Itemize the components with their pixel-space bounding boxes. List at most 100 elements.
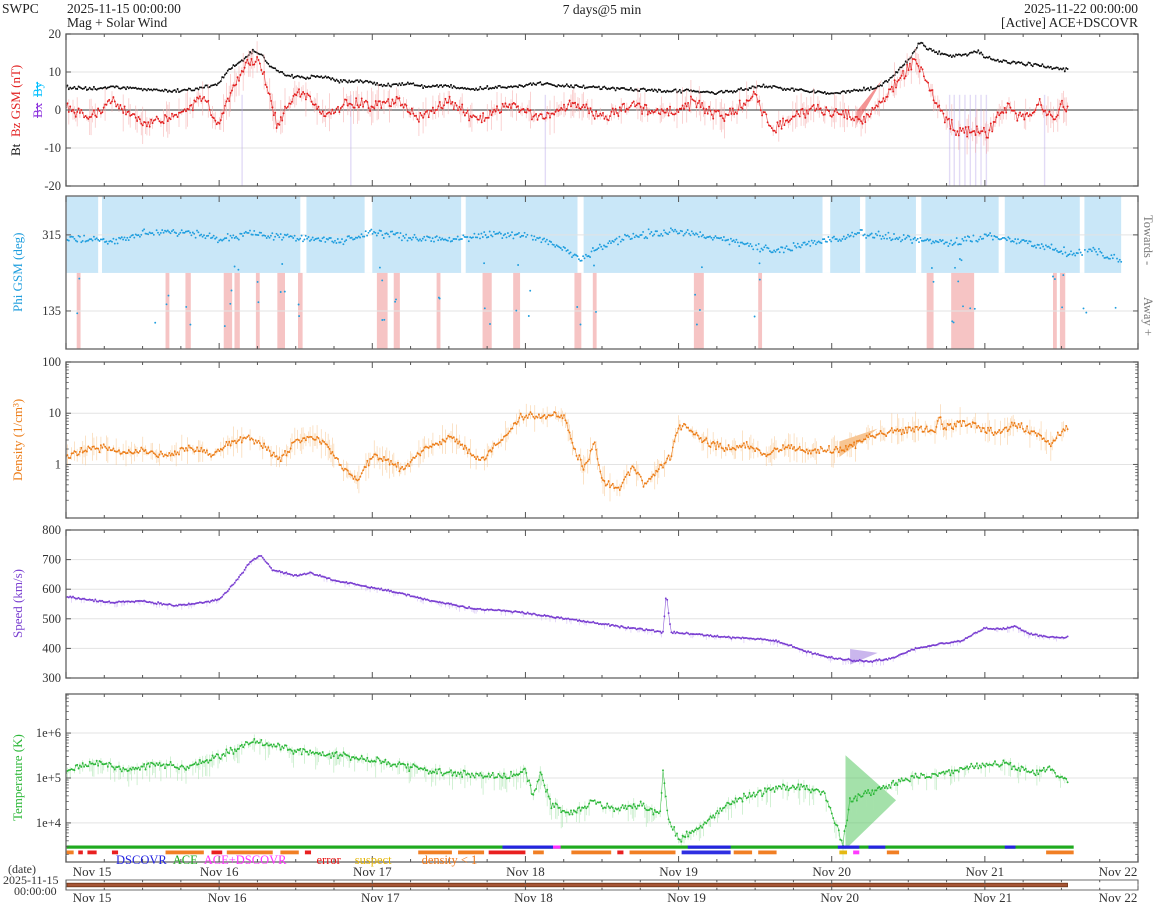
axis-label-part (30, 97, 46, 104)
date-label-row2: Nov 18 (514, 890, 553, 905)
axis-label-phi-right-bottom: Away + (1140, 284, 1155, 348)
legend-item-dscovr: DSCOVR (116, 853, 167, 867)
y-tick-label: 400 (42, 641, 61, 655)
legend-item-suspect: suspect (354, 853, 392, 867)
date-label-row2: Nov 22 (1098, 890, 1138, 905)
source-strip-ace (66, 845, 1074, 849)
axis-label-mag-col2: Bx By (30, 40, 46, 160)
panel-density: 100 10 1 (42, 355, 1139, 519)
panel-phi: 315 135 (42, 195, 1139, 350)
source-strip-dscovr (868, 845, 886, 849)
end-datetime: 2025-11-22 00:00:00 (1024, 1, 1138, 16)
y-tick-label: 0 (55, 103, 61, 117)
quality-strip-segment (629, 850, 676, 855)
quality-strip-segment (66, 850, 74, 855)
date-label-row2: Nov 17 (360, 890, 400, 905)
date-label-row1: Nov 22 (1098, 864, 1138, 879)
quality-strip-segment (533, 850, 544, 855)
y-tick-label: 1e+6 (36, 726, 61, 740)
date-strip-bar (66, 882, 1068, 888)
data-quality-legend: DSCOVR ACE ACE+DSCOVR error suspect density <… (116, 853, 477, 868)
y-tick-label: 1 (55, 457, 61, 471)
source-strip-dscovr (502, 845, 553, 849)
legend-item-error: error (316, 853, 341, 867)
legend-item-ace: ACE (172, 853, 198, 867)
date-label-row1: Nov 15 (72, 864, 112, 879)
axis-label-part: Density (1/cm³) (10, 398, 25, 482)
quality-strip-segment (853, 850, 860, 855)
y-tick-label: 500 (42, 612, 61, 626)
quality-strip-segment (87, 850, 97, 855)
axis-label-speed: Speed (km/s) (10, 530, 26, 678)
date-label-row1: Nov 17 (352, 864, 392, 879)
y-tick-label: 300 (42, 671, 61, 685)
axis-label-part: Bx (30, 103, 45, 119)
y-tick-label: 100 (42, 355, 61, 369)
legend-item-ace-dscovr: ACE+DSCOVR (203, 853, 287, 867)
axis-label-part: Speed (km/s) (10, 569, 25, 639)
date-label-row1: Nov 18 (506, 864, 545, 879)
y-tick-label: 135 (42, 304, 61, 318)
plot-title: Mag + Solar Wind (67, 15, 168, 30)
y-tick-label: 700 (42, 553, 61, 567)
y-tick-label: -10 (44, 141, 61, 155)
quality-strip-segment (839, 850, 848, 855)
date-axis-caption: (date) (8, 862, 36, 876)
axis-label-part: Bt (8, 136, 23, 156)
quality-strip-segment (488, 850, 526, 855)
start-date-footer: 2025-11-15 (3, 873, 59, 887)
y-tick-label: 315 (42, 228, 61, 242)
source-strip-dscovr (687, 845, 731, 849)
quality-strip-segment (111, 850, 119, 855)
quality-strip-segment (165, 850, 204, 855)
y-tick-label: 800 (42, 523, 61, 537)
start-datetime: 2025-11-15 00:00:00 (67, 1, 181, 16)
y-tick-label: 1e+5 (36, 771, 61, 785)
phi-away-dots (76, 258, 1065, 328)
date-label-row2: Nov 20 (820, 890, 860, 905)
quality-strip-segment (458, 850, 485, 855)
quality-strip-segment (571, 850, 612, 855)
data-gap-wedge (845, 755, 897, 850)
panel-speed: 800 700 600 500 400 300 (42, 523, 1139, 685)
axis-label-part: Bz GSM (nT) (8, 64, 23, 137)
cadence-label: 7 days@5 min (562, 2, 642, 17)
y-tick-label: 10 (49, 406, 62, 420)
axis-label-part: Phi GSM (deg) (10, 232, 25, 313)
axis-label-phi: Phi GSM (deg) (10, 196, 26, 349)
source-strip-dscovr (837, 845, 860, 849)
axis-label-temp: Temperature (K) (10, 694, 26, 862)
data-gap-wedge (856, 79, 883, 126)
quality-strip-segment (78, 850, 83, 855)
quality-strip-segment (886, 850, 900, 855)
date-label-row2: Nov 21 (973, 890, 1013, 905)
temperature-error-band (66, 734, 1066, 861)
date-label-row1: Nov 21 (965, 864, 1005, 879)
data-source: [Active] ACE+DSCOVR (1001, 15, 1138, 30)
axis-label-mag-col1: Bt Bz GSM (nT) (8, 34, 24, 186)
y-tick-label: -20 (44, 179, 61, 193)
quality-strip-segment (733, 850, 753, 855)
axis-label-part: Temperature (K) (10, 734, 25, 822)
date-label-row1: Nov 20 (812, 864, 852, 879)
quality-strip-segment (418, 850, 452, 855)
panel-mag: 20 10 0 -10 -20 (44, 27, 1139, 193)
y-tick-label: 1e+4 (36, 816, 62, 830)
date-label-row1: Nov 19 (659, 864, 698, 879)
y-tick-label: 10 (49, 65, 62, 79)
source-strip-dscovr (1004, 845, 1016, 849)
quality-strip-segment (304, 850, 312, 855)
axis-label-part: Away + (1141, 296, 1155, 336)
start-time-footer: 00:00:00 (14, 884, 57, 898)
date-label-row1: Nov 16 (199, 864, 239, 879)
y-tick-label: 600 (42, 582, 61, 596)
quality-strip-segment (1046, 850, 1074, 855)
quality-strip-segment (758, 850, 777, 855)
axis-label-part: By (30, 81, 45, 97)
quality-strip-segment (226, 850, 273, 855)
panel-temp: 1e+6 1e+5 1e+4 (36, 693, 1139, 863)
y-tick-label: 20 (49, 27, 62, 41)
date-label-row2: Nov 15 (72, 890, 112, 905)
